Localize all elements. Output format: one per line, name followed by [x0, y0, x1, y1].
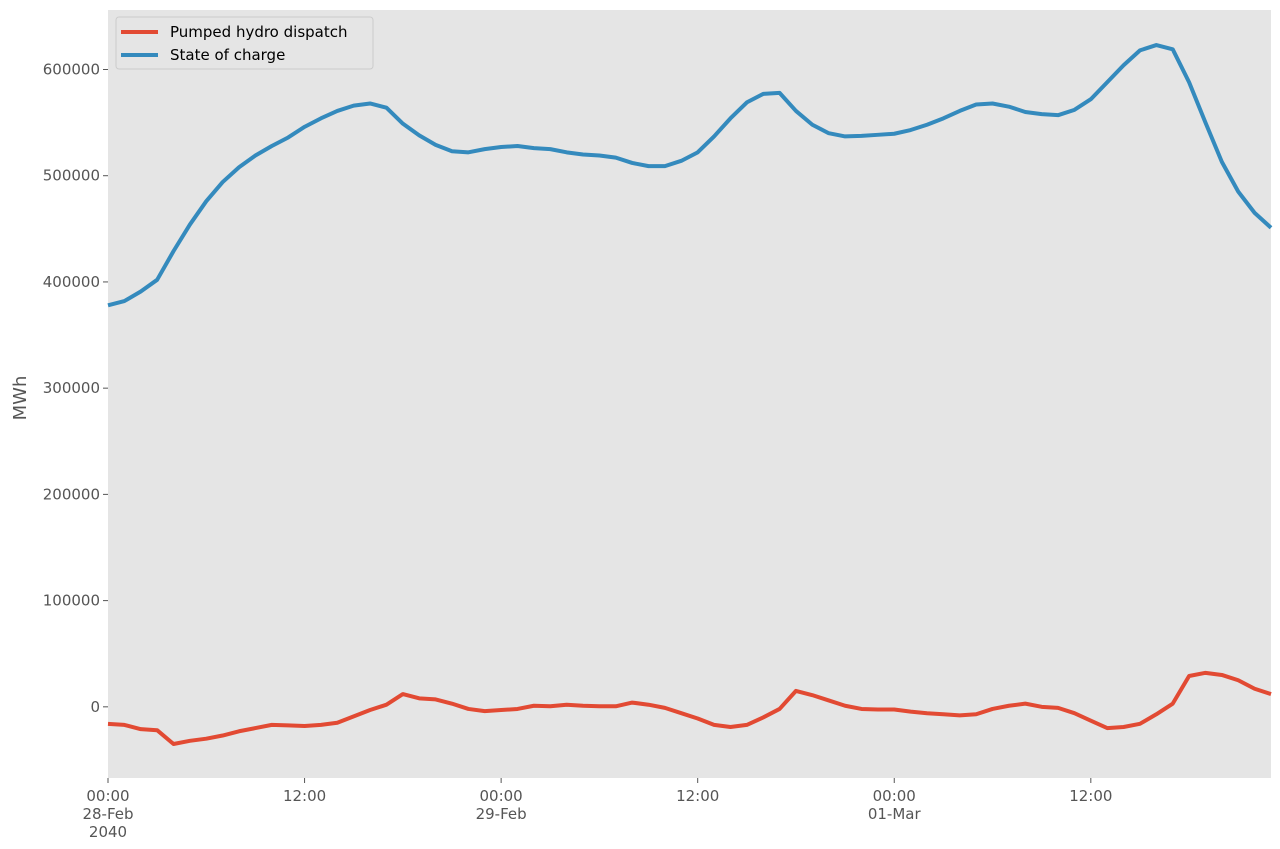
legend-label: State of charge	[170, 46, 285, 64]
y-axis-title: MWh	[10, 376, 31, 421]
series-line-0	[107, 670, 1272, 747]
legend: Pumped hydro dispatch State of charge	[115, 16, 374, 70]
x-tick-label: 00:00	[86, 787, 129, 805]
y-tick-label: 500000	[43, 167, 100, 185]
plot-area	[108, 10, 1271, 778]
x-tick-label: 01-Mar	[868, 805, 922, 823]
x-tick-label: 12:00	[283, 787, 326, 805]
x-tick-label: 00:00	[480, 787, 523, 805]
x-tick-label: 29-Feb	[476, 805, 527, 823]
x-tick-label: 28-Feb	[82, 805, 133, 823]
y-axis: 0 100000 200000 300000 400000 500000 600000	[43, 60, 108, 716]
x-tick-label: 00:00	[873, 787, 916, 805]
legend-box	[115, 16, 374, 70]
legend-label: Pumped hydro dispatch	[170, 23, 347, 41]
y-tick-label: 100000	[43, 592, 100, 610]
y-tick-label: 400000	[43, 273, 100, 291]
x-tick-label: 12:00	[1069, 787, 1112, 805]
series-line-1	[107, 43, 1273, 308]
y-tick-label: 200000	[43, 485, 100, 503]
y-tick-label: 0	[90, 698, 100, 716]
x-tick-label: 12:00	[676, 787, 719, 805]
series-lines	[107, 43, 1273, 747]
y-tick-label: 600000	[43, 60, 100, 78]
x-tick-label: 2040	[89, 823, 127, 841]
y-tick-label: 300000	[43, 379, 100, 397]
